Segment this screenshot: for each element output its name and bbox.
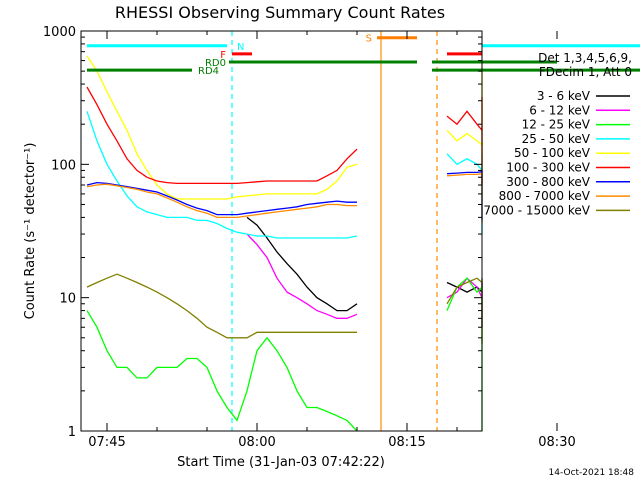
legend-label: 7000 - 15000 keV (483, 203, 590, 217)
flag-label: RD4 (198, 66, 219, 77)
y-axis-label: Count Rate (s⁻¹ detector⁻¹) (23, 143, 38, 320)
legend-label: 25 - 50 keV (522, 132, 591, 146)
x-tick-label: 08:00 (238, 435, 275, 450)
legend-header-2: FDecim 1, Att 0 (539, 65, 632, 79)
legend-label: 800 - 7000 keV (499, 189, 591, 203)
series-line (86, 171, 483, 221)
y-tick-label: 10 (59, 292, 76, 307)
legend-label: 50 - 100 keV (514, 146, 591, 160)
series-line (86, 277, 483, 432)
date-stamp: 14-Oct-2021 18:48 (549, 468, 635, 478)
flag-label: S (366, 34, 372, 45)
y-tick-label: 1 (68, 425, 76, 440)
x-tick-label: 07:45 (88, 435, 125, 450)
y-tick-label: 1000 (43, 25, 76, 40)
legend-label: 12 - 25 keV (522, 118, 591, 132)
legend-label: 300 - 800 keV (506, 175, 590, 189)
series-line (246, 233, 483, 328)
y-tick-label: 100 (51, 158, 76, 173)
series-line (246, 216, 483, 328)
legend: Det 1,3,4,5,6,9, FDecim 1, Att 0 3 - 6 k… (483, 51, 632, 217)
legend-label: 6 - 12 keV (529, 103, 591, 117)
plot-frame (80, 30, 483, 432)
legend-label: 3 - 6 keV (537, 89, 591, 103)
x-tick-label: 08:30 (538, 435, 575, 450)
x-axis-label: Start Time (31-Jan-03 07:42:22) (177, 455, 385, 470)
series-line (86, 273, 483, 344)
chart-title: RHESSI Observing Summary Count Rates (115, 3, 445, 22)
legend-label: 100 - 300 keV (506, 161, 590, 175)
legend-header-1: Det 1,3,4,5,6,9, (538, 51, 632, 65)
flag-label: F (220, 50, 226, 61)
series-line (86, 111, 483, 239)
flag-label: RD0 (205, 58, 226, 69)
x-tick-label: 08:15 (388, 435, 425, 450)
flag-label: N (237, 42, 244, 53)
